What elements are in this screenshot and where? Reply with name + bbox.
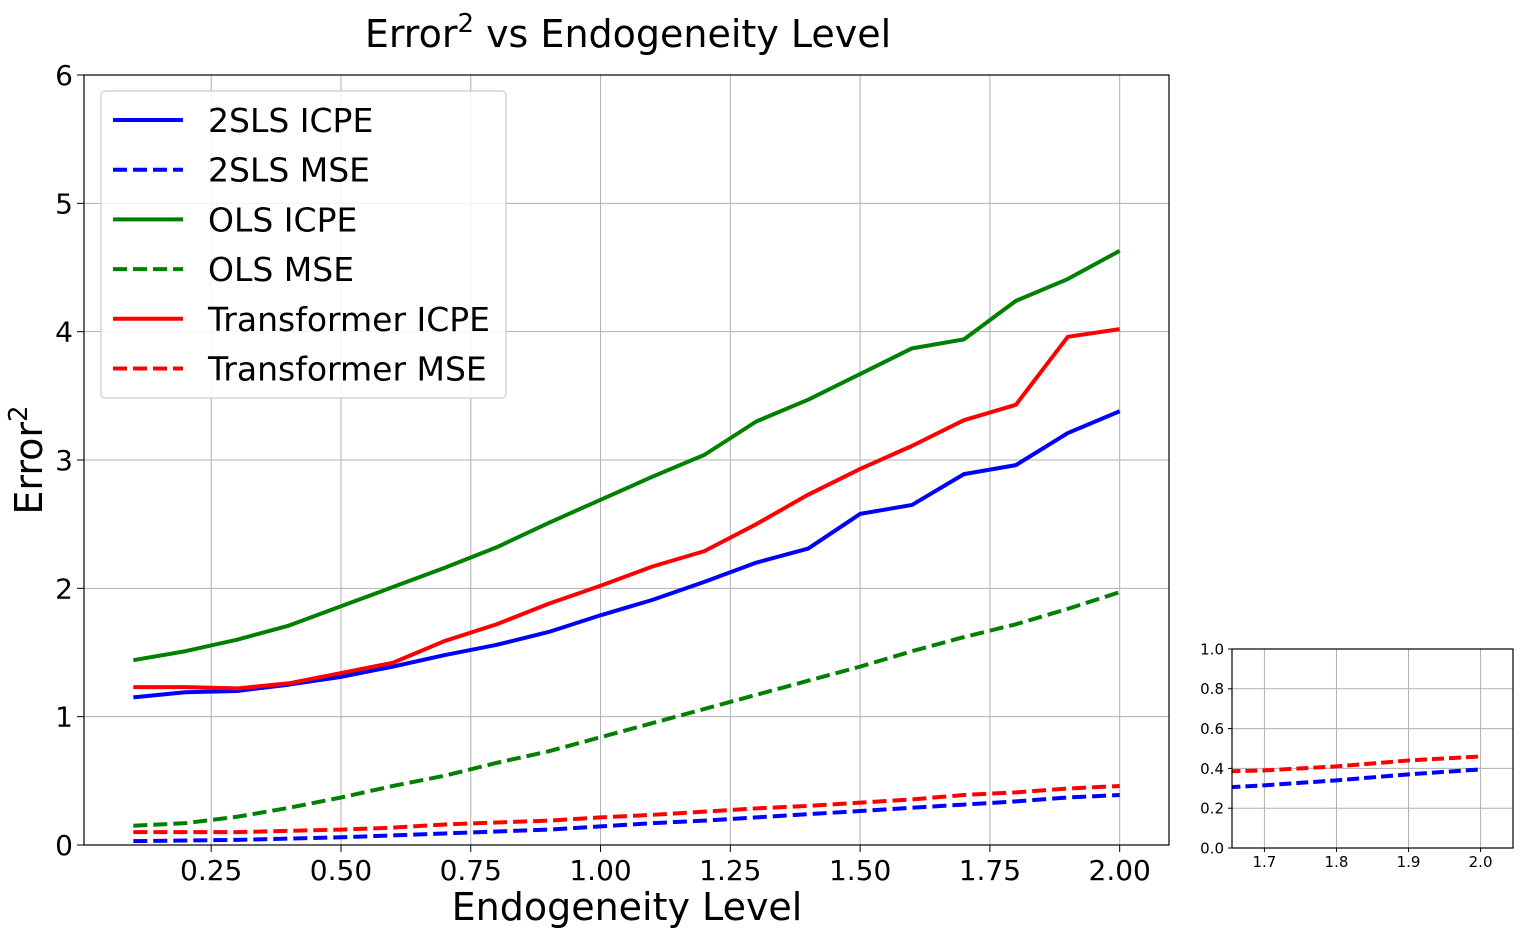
legend-entry: OLS MSE (113, 250, 354, 289)
main-y-tick-label: 4 (55, 316, 73, 349)
main-y-ticks: 0 1 2 3 4 5 6 (55, 59, 84, 862)
main-series-line-ols-mse (133, 590, 1121, 828)
inset-y-tick-label: 0.8 (1200, 680, 1224, 698)
main-x-tick-label: 1.75 (959, 854, 1021, 887)
chart-title: Error2 vs Endogeneity Level (365, 9, 891, 56)
inset-grid (1232, 648, 1513, 849)
inset-y-tick-label: 0.4 (1200, 760, 1224, 778)
legend-label: 2SLS ICPE (208, 101, 373, 140)
main-x-ticks: 0.25 0.50 0.75 1.00 1.25 1.50 1.75 2.00 (180, 845, 1151, 887)
main-x-tick-label: 0.25 (180, 854, 242, 887)
main-y-tick-label: 5 (55, 187, 73, 220)
inset-y-tick-label: 1.0 (1200, 640, 1224, 658)
inset-y-tick-label: 0.0 (1200, 839, 1224, 857)
main-y-tick-label: 6 (55, 59, 73, 92)
inset-plot-area: 1.7 1.8 1.9 2.0 0.0 0.2 0.4 0.6 0.8 1.0 (1200, 640, 1514, 871)
main-series-line-transformer-icpe (133, 327, 1120, 691)
main-series-lines (132, 249, 1121, 844)
main-series-line-ols-icpe (132, 249, 1121, 663)
main-x-tick-label: 1.50 (829, 854, 891, 887)
legend-entries: 2SLS ICPE 2SLS MSE OLS ICPE OLS MSE Transfor… (113, 101, 490, 389)
inset-x-tick-label: 2.0 (1469, 853, 1493, 871)
main-y-tick-label: 2 (55, 572, 73, 605)
legend: 2SLS ICPE 2SLS MSE OLS ICPE OLS MSE Transfor… (100, 90, 507, 399)
inset-y-tick-label: 0.2 (1200, 800, 1224, 818)
legend-entry: Transformer ICPE (113, 300, 490, 339)
y-axis-label-superscript: 2 (4, 405, 34, 422)
main-x-tick-label: 2.00 (1089, 854, 1151, 887)
inset-x-tick-label: 1.7 (1252, 853, 1276, 871)
inset-y-ticks: 0.0 0.2 0.4 0.6 0.8 1.0 (1200, 640, 1232, 857)
main-series-line-2sls-icpe (133, 409, 1121, 700)
chart-title-superscript: 2 (457, 9, 474, 39)
inset-series-lines (1232, 754, 1481, 790)
inset-series-line-1 (1232, 754, 1481, 774)
legend-label: OLS ICPE (208, 200, 357, 239)
main-series-line-2sls-mse (133, 792, 1120, 844)
legend-entry: 2SLS ICPE (113, 101, 373, 140)
main-y-tick-label: 1 (55, 701, 73, 734)
inset-axes-frame (1231, 648, 1514, 849)
legend-entry: Transformer MSE (113, 350, 487, 389)
inset-x-ticks: 1.7 1.8 1.9 2.0 (1252, 848, 1493, 871)
legend-entry: OLS ICPE (113, 200, 357, 239)
main-grid (84, 74, 1169, 846)
inset-x-tick-label: 1.8 (1325, 853, 1349, 871)
legend-label: OLS MSE (208, 250, 354, 289)
main-x-tick-label: 0.50 (310, 854, 372, 887)
x-axis-label: Endogeneity Level (452, 885, 803, 929)
main-y-tick-label: 0 (55, 829, 73, 862)
main-plot-area: 0.25 0.50 0.75 1.00 1.25 1.50 1.75 2.00 0 1 2 3 4 5 6 (55, 59, 1170, 887)
legend-box (100, 90, 507, 399)
legend-label: Transformer MSE (207, 350, 487, 389)
main-x-tick-label: 1.25 (699, 854, 761, 887)
legend-label: Transformer ICPE (207, 300, 490, 339)
main-series-line-transformer-mse (133, 783, 1120, 835)
inset-x-tick-label: 1.9 (1397, 853, 1421, 871)
main-x-tick-label: 0.75 (440, 854, 502, 887)
y-axis-label: Error2 (4, 405, 51, 514)
legend-label: 2SLS MSE (208, 151, 370, 190)
inset-series-line-0 (1232, 767, 1481, 790)
main-x-tick-label: 1.00 (569, 854, 631, 887)
main-y-tick-label: 3 (55, 444, 73, 477)
inset-y-tick-label: 0.6 (1200, 720, 1224, 738)
legend-entry: 2SLS MSE (113, 151, 370, 190)
